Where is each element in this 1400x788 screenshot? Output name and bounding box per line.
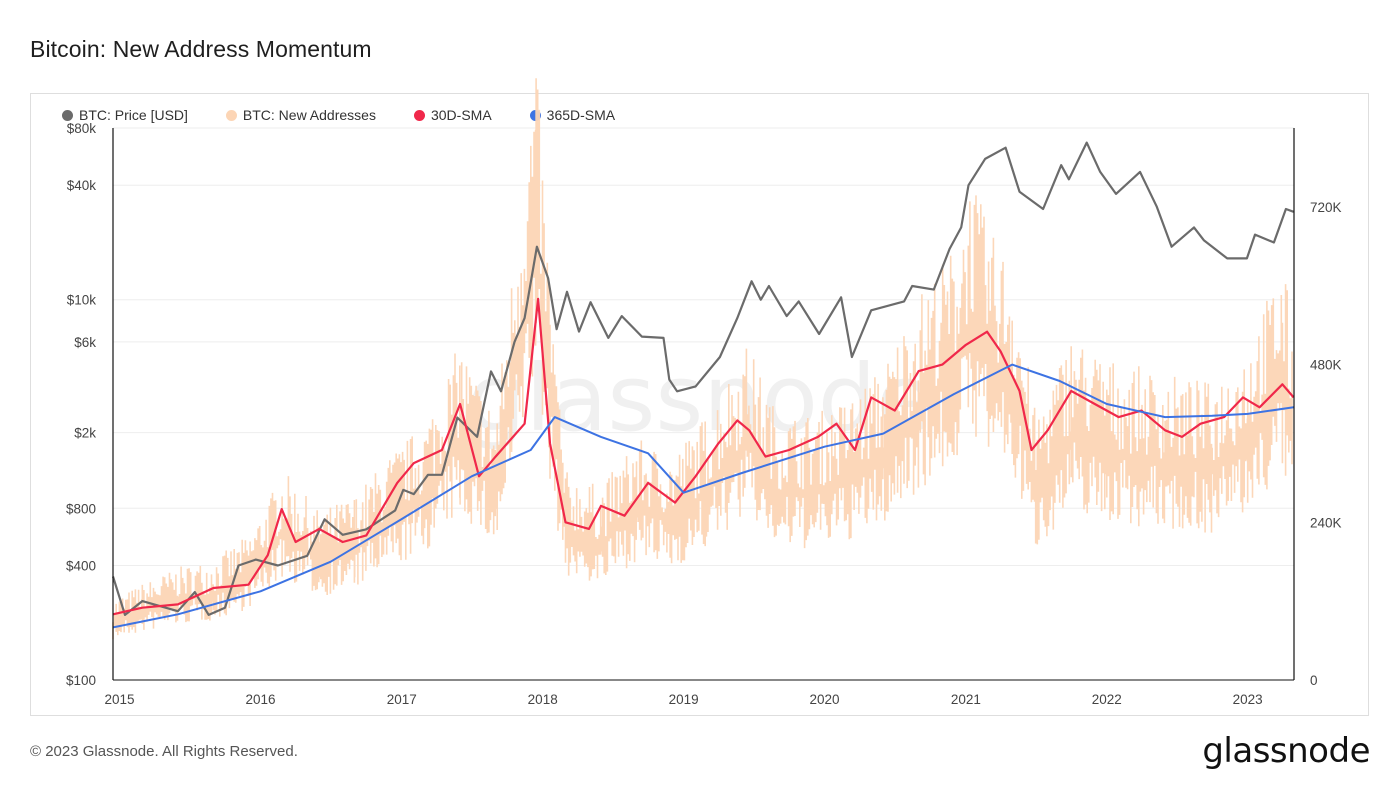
y-left-tick-label: $80k [67, 121, 97, 136]
y-right-tick-label: 720K [1310, 200, 1342, 215]
chart-legend: BTC: Price [USD] BTC: New Addresses 30D-… [62, 107, 653, 123]
x-tick-label: 2016 [245, 692, 275, 707]
y-left-tick-label: $100 [66, 673, 96, 688]
x-tick-label: 2021 [951, 692, 981, 707]
x-tick-label: 2023 [1233, 692, 1263, 707]
legend-item-sma30[interactable]: 30D-SMA [413, 107, 492, 123]
x-tick-label: 2017 [387, 692, 417, 707]
x-tick-label: 2015 [105, 692, 135, 707]
legend-dot-new-addresses [225, 109, 237, 121]
y-left-tick-label: $800 [66, 501, 96, 516]
series-price-line [111, 141, 1294, 616]
legend-item-sma365[interactable]: 365D-SMA [529, 107, 616, 123]
legend-label-price: BTC: Price [USD] [79, 107, 188, 123]
copyright-footer: © 2023 Glassnode. All Rights Reserved. [30, 743, 298, 760]
legend-dot-price [62, 109, 73, 121]
legend-label-new-addresses: BTC: New Addresses [242, 107, 376, 123]
series-sma30-line [112, 297, 1295, 616]
x-tick-label: 2020 [810, 692, 840, 707]
legend-label-sma365: 365D-SMA [546, 107, 616, 123]
legend-item-price[interactable]: BTC: Price [USD] [62, 107, 188, 123]
series-sma365-line [112, 363, 1294, 629]
chart-title: Bitcoin: New Address Momentum [30, 36, 372, 62]
legend-item-new-addresses[interactable]: BTC: New Addresses [225, 107, 376, 123]
y-left-tick-label: $400 [66, 559, 96, 574]
y-right-tick-label: 480K [1310, 358, 1342, 373]
brand-logo: glassnode [1202, 731, 1370, 771]
x-tick-label: 2019 [669, 692, 699, 707]
y-left-tick-label: $6k [74, 335, 96, 350]
chart-frame [30, 93, 1369, 716]
x-tick-label: 2022 [1092, 692, 1122, 707]
y-left-tick-label: $40k [67, 178, 97, 193]
y-left-tick-label: $2k [74, 426, 96, 441]
legend-dot-sma365 [529, 109, 541, 121]
x-tick-label: 2018 [528, 692, 558, 707]
legend-dot-sma30 [413, 109, 425, 121]
y-right-tick-label: 0 [1310, 673, 1318, 688]
legend-label-sma30: 30D-SMA [430, 107, 492, 123]
y-right-tick-label: 240K [1310, 515, 1342, 530]
y-left-tick-label: $10k [67, 293, 97, 308]
